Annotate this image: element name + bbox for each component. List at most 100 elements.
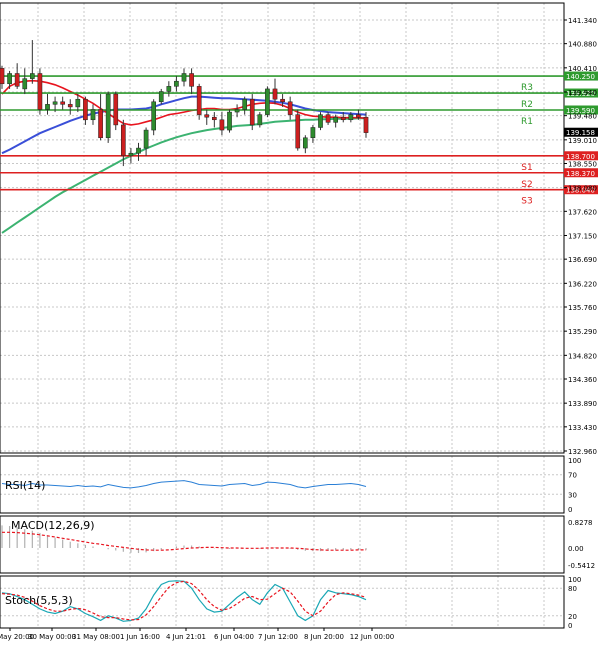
candle bbox=[29, 40, 35, 84]
ma-red-line bbox=[1, 79, 367, 126]
candle bbox=[90, 104, 96, 125]
stoch-main-line bbox=[1, 580, 367, 622]
stoch-tick-label: 80 bbox=[568, 585, 577, 593]
candle-body bbox=[257, 114, 263, 126]
price-tick-label: 135.290 bbox=[568, 328, 597, 336]
candle bbox=[143, 127, 149, 156]
rsi-tick-label: 0 bbox=[568, 506, 572, 514]
candle-body bbox=[196, 86, 202, 115]
ma-green-line bbox=[1, 117, 366, 234]
macd-tick-label: 0.00 bbox=[568, 545, 584, 553]
candle-body bbox=[166, 86, 172, 92]
candle bbox=[37, 68, 43, 115]
price-tick-label: 138.080 bbox=[568, 185, 597, 193]
candle bbox=[120, 119, 126, 167]
candle-body bbox=[287, 101, 293, 115]
price-tick-label: 134.360 bbox=[568, 376, 597, 384]
stoch-title: Stoch(5,5,3) bbox=[5, 594, 73, 607]
candle-body bbox=[181, 73, 187, 82]
candle-body bbox=[272, 88, 278, 100]
candle-body bbox=[45, 104, 50, 110]
level-tag-s2: 138.370 bbox=[566, 170, 595, 178]
moving-averages bbox=[1, 79, 367, 234]
rsi-tick-label: 30 bbox=[568, 491, 577, 499]
level-label-r1: R1 bbox=[521, 117, 533, 127]
price-tick-label: 136.690 bbox=[568, 256, 597, 264]
time-tick-label: 31 May 08:00 bbox=[72, 633, 120, 641]
macd-tick-label: 0.8278 bbox=[568, 519, 593, 527]
candle-body bbox=[22, 78, 28, 90]
stoch-tick-label: 20 bbox=[568, 613, 577, 621]
level-label-r2: R2 bbox=[521, 100, 533, 110]
candle bbox=[257, 112, 263, 128]
candle bbox=[310, 124, 316, 143]
candle-body bbox=[151, 101, 157, 131]
candle-body bbox=[83, 98, 88, 121]
candle-body bbox=[120, 124, 126, 157]
candle bbox=[348, 112, 354, 123]
price-tick-label: 135.760 bbox=[568, 304, 597, 312]
candle bbox=[287, 96, 293, 120]
candle bbox=[340, 112, 346, 123]
price-tick-label: 133.430 bbox=[568, 424, 597, 432]
candle-body bbox=[340, 116, 346, 121]
price-tick-label: 138.550 bbox=[568, 160, 597, 168]
candle bbox=[325, 112, 331, 125]
candle bbox=[219, 112, 225, 136]
candle bbox=[113, 91, 119, 131]
candle-body bbox=[363, 116, 369, 133]
candle-body bbox=[249, 98, 255, 126]
level-tag-r3: 140.250 bbox=[566, 73, 595, 81]
candle-body bbox=[356, 114, 361, 118]
stoch-panel-frame bbox=[0, 575, 565, 629]
price-tick-label: 132.960 bbox=[568, 448, 597, 456]
candle-body bbox=[204, 114, 210, 118]
level-tag-bg-s3 bbox=[564, 185, 598, 195]
time-tick-label: 29 May 20:00 bbox=[0, 633, 34, 641]
candle bbox=[234, 104, 240, 118]
candle bbox=[136, 142, 141, 161]
candle-body bbox=[37, 73, 43, 110]
candle bbox=[181, 68, 187, 87]
time-tick-label: 1 Jun 16:00 bbox=[120, 633, 160, 641]
level-tag-bg-r3 bbox=[564, 71, 598, 81]
candle bbox=[249, 94, 255, 131]
candle-body bbox=[348, 114, 354, 121]
candle-body bbox=[0, 68, 5, 85]
macd-panel-frame bbox=[0, 515, 565, 574]
price-tick-label: 134.820 bbox=[568, 352, 597, 360]
macd-signal-line bbox=[2, 531, 366, 551]
price-tick-label: 137.150 bbox=[568, 233, 597, 241]
candle bbox=[75, 94, 81, 113]
level-tag-bg-r1 bbox=[564, 105, 598, 115]
rsi-tick-label: 70 bbox=[568, 472, 577, 480]
candle bbox=[318, 112, 323, 131]
candle bbox=[280, 94, 285, 107]
candle-body bbox=[219, 119, 225, 131]
rsi-tick-label: 100 bbox=[568, 457, 581, 465]
candle bbox=[60, 96, 66, 110]
candle-body bbox=[14, 73, 20, 87]
grid-layer bbox=[0, 3, 564, 628]
candle-body bbox=[105, 93, 111, 139]
time-tick-label: 6 Jun 04:00 bbox=[214, 633, 254, 641]
candle bbox=[7, 70, 12, 89]
rsi-title: RSI(14) bbox=[5, 479, 45, 492]
indicators: RSI(14) MACD(12,26,9) Stoch(5,5,3) bbox=[1, 479, 367, 622]
axes: 141.340 140.880 140.410 139.940 139.480 139.0… bbox=[0, 17, 598, 641]
ma-blue-line bbox=[1, 95, 367, 155]
candle bbox=[151, 99, 157, 136]
candle bbox=[52, 96, 58, 113]
candle-body bbox=[265, 88, 270, 115]
level-tag-r1: 139.590 bbox=[566, 107, 595, 115]
candle bbox=[67, 99, 73, 115]
macd-title: MACD(12,26,9) bbox=[11, 519, 95, 532]
candle-body bbox=[211, 116, 217, 121]
level-label-r3: R3 bbox=[521, 83, 533, 93]
candle-body bbox=[295, 114, 301, 149]
price-tick-label: 139.480 bbox=[568, 113, 597, 121]
candle bbox=[83, 96, 88, 125]
candle-body bbox=[189, 73, 194, 87]
